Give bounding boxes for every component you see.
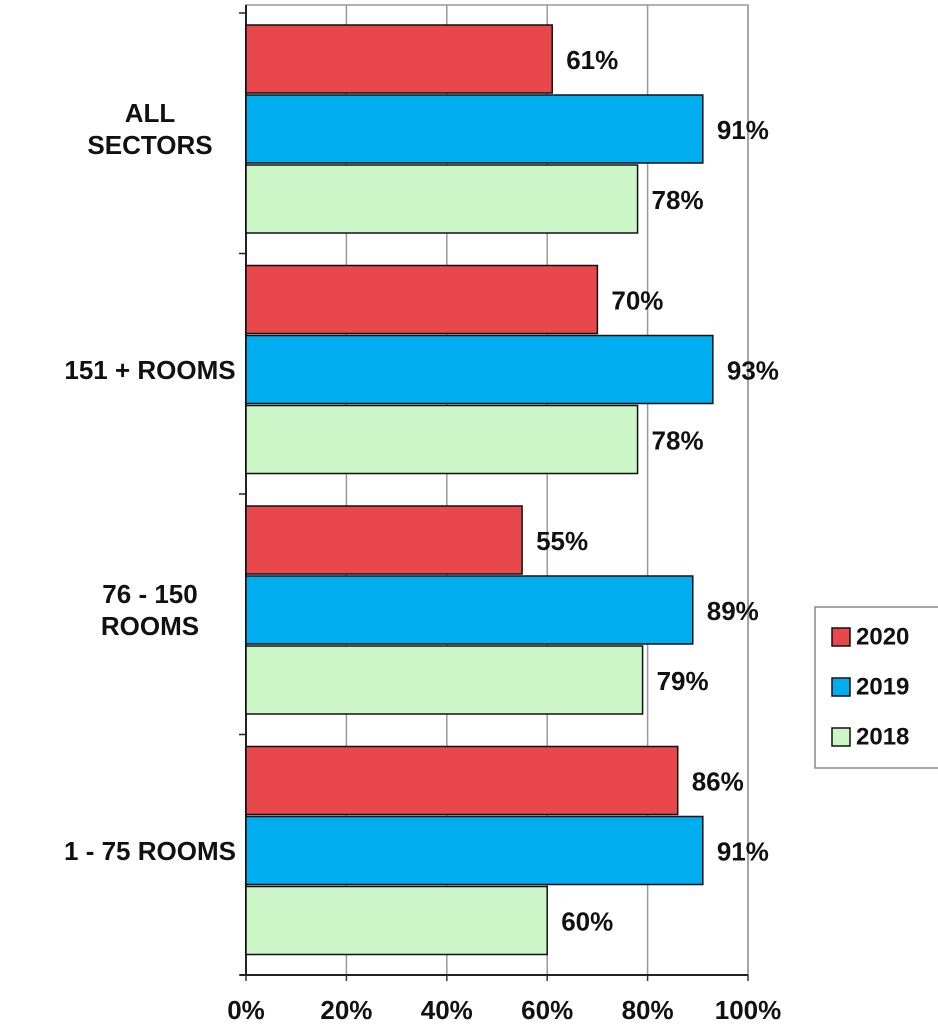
legend-label: 2020 xyxy=(856,623,909,650)
value-label: 91% xyxy=(717,836,769,866)
value-label: 60% xyxy=(561,906,613,936)
x-tick-label: 0% xyxy=(227,995,265,1025)
value-label: 78% xyxy=(652,185,704,215)
value-label: 70% xyxy=(611,285,663,315)
bar xyxy=(245,164,639,234)
bar xyxy=(245,334,714,405)
x-tick-label: 40% xyxy=(421,995,473,1025)
legend-label: 2019 xyxy=(856,673,909,700)
x-tick-label: 100% xyxy=(715,995,782,1025)
bar xyxy=(245,645,644,715)
x-tick-label: 20% xyxy=(320,995,372,1025)
x-tick-label: 80% xyxy=(622,995,674,1025)
value-label: 86% xyxy=(692,766,744,796)
bar xyxy=(245,404,639,475)
legend-swatch xyxy=(831,727,851,747)
bar xyxy=(245,815,704,886)
value-label: 79% xyxy=(657,666,709,696)
bar xyxy=(245,94,704,164)
legend-swatch xyxy=(831,627,851,647)
value-label: 93% xyxy=(727,355,779,385)
x-tick-label: 60% xyxy=(521,995,573,1025)
y-tick-label: ALL SECTORS xyxy=(87,98,213,161)
bar xyxy=(245,24,553,94)
bar xyxy=(245,885,548,956)
value-label: 91% xyxy=(717,115,769,145)
bar xyxy=(245,745,679,816)
bar xyxy=(245,264,599,335)
y-tick-label: 1 - 75 ROOMS xyxy=(64,835,236,866)
y-tick-label: 151 + ROOMS xyxy=(64,354,236,385)
legend-label: 2018 xyxy=(856,723,909,750)
bar xyxy=(245,505,523,575)
y-tick-label: 76 - 150 ROOMS xyxy=(100,579,200,642)
value-label: 78% xyxy=(652,425,704,455)
value-label: 55% xyxy=(536,526,588,556)
value-label: 89% xyxy=(707,596,759,626)
legend-swatch xyxy=(831,677,851,697)
bar xyxy=(245,575,694,645)
value-label: 61% xyxy=(566,45,618,75)
